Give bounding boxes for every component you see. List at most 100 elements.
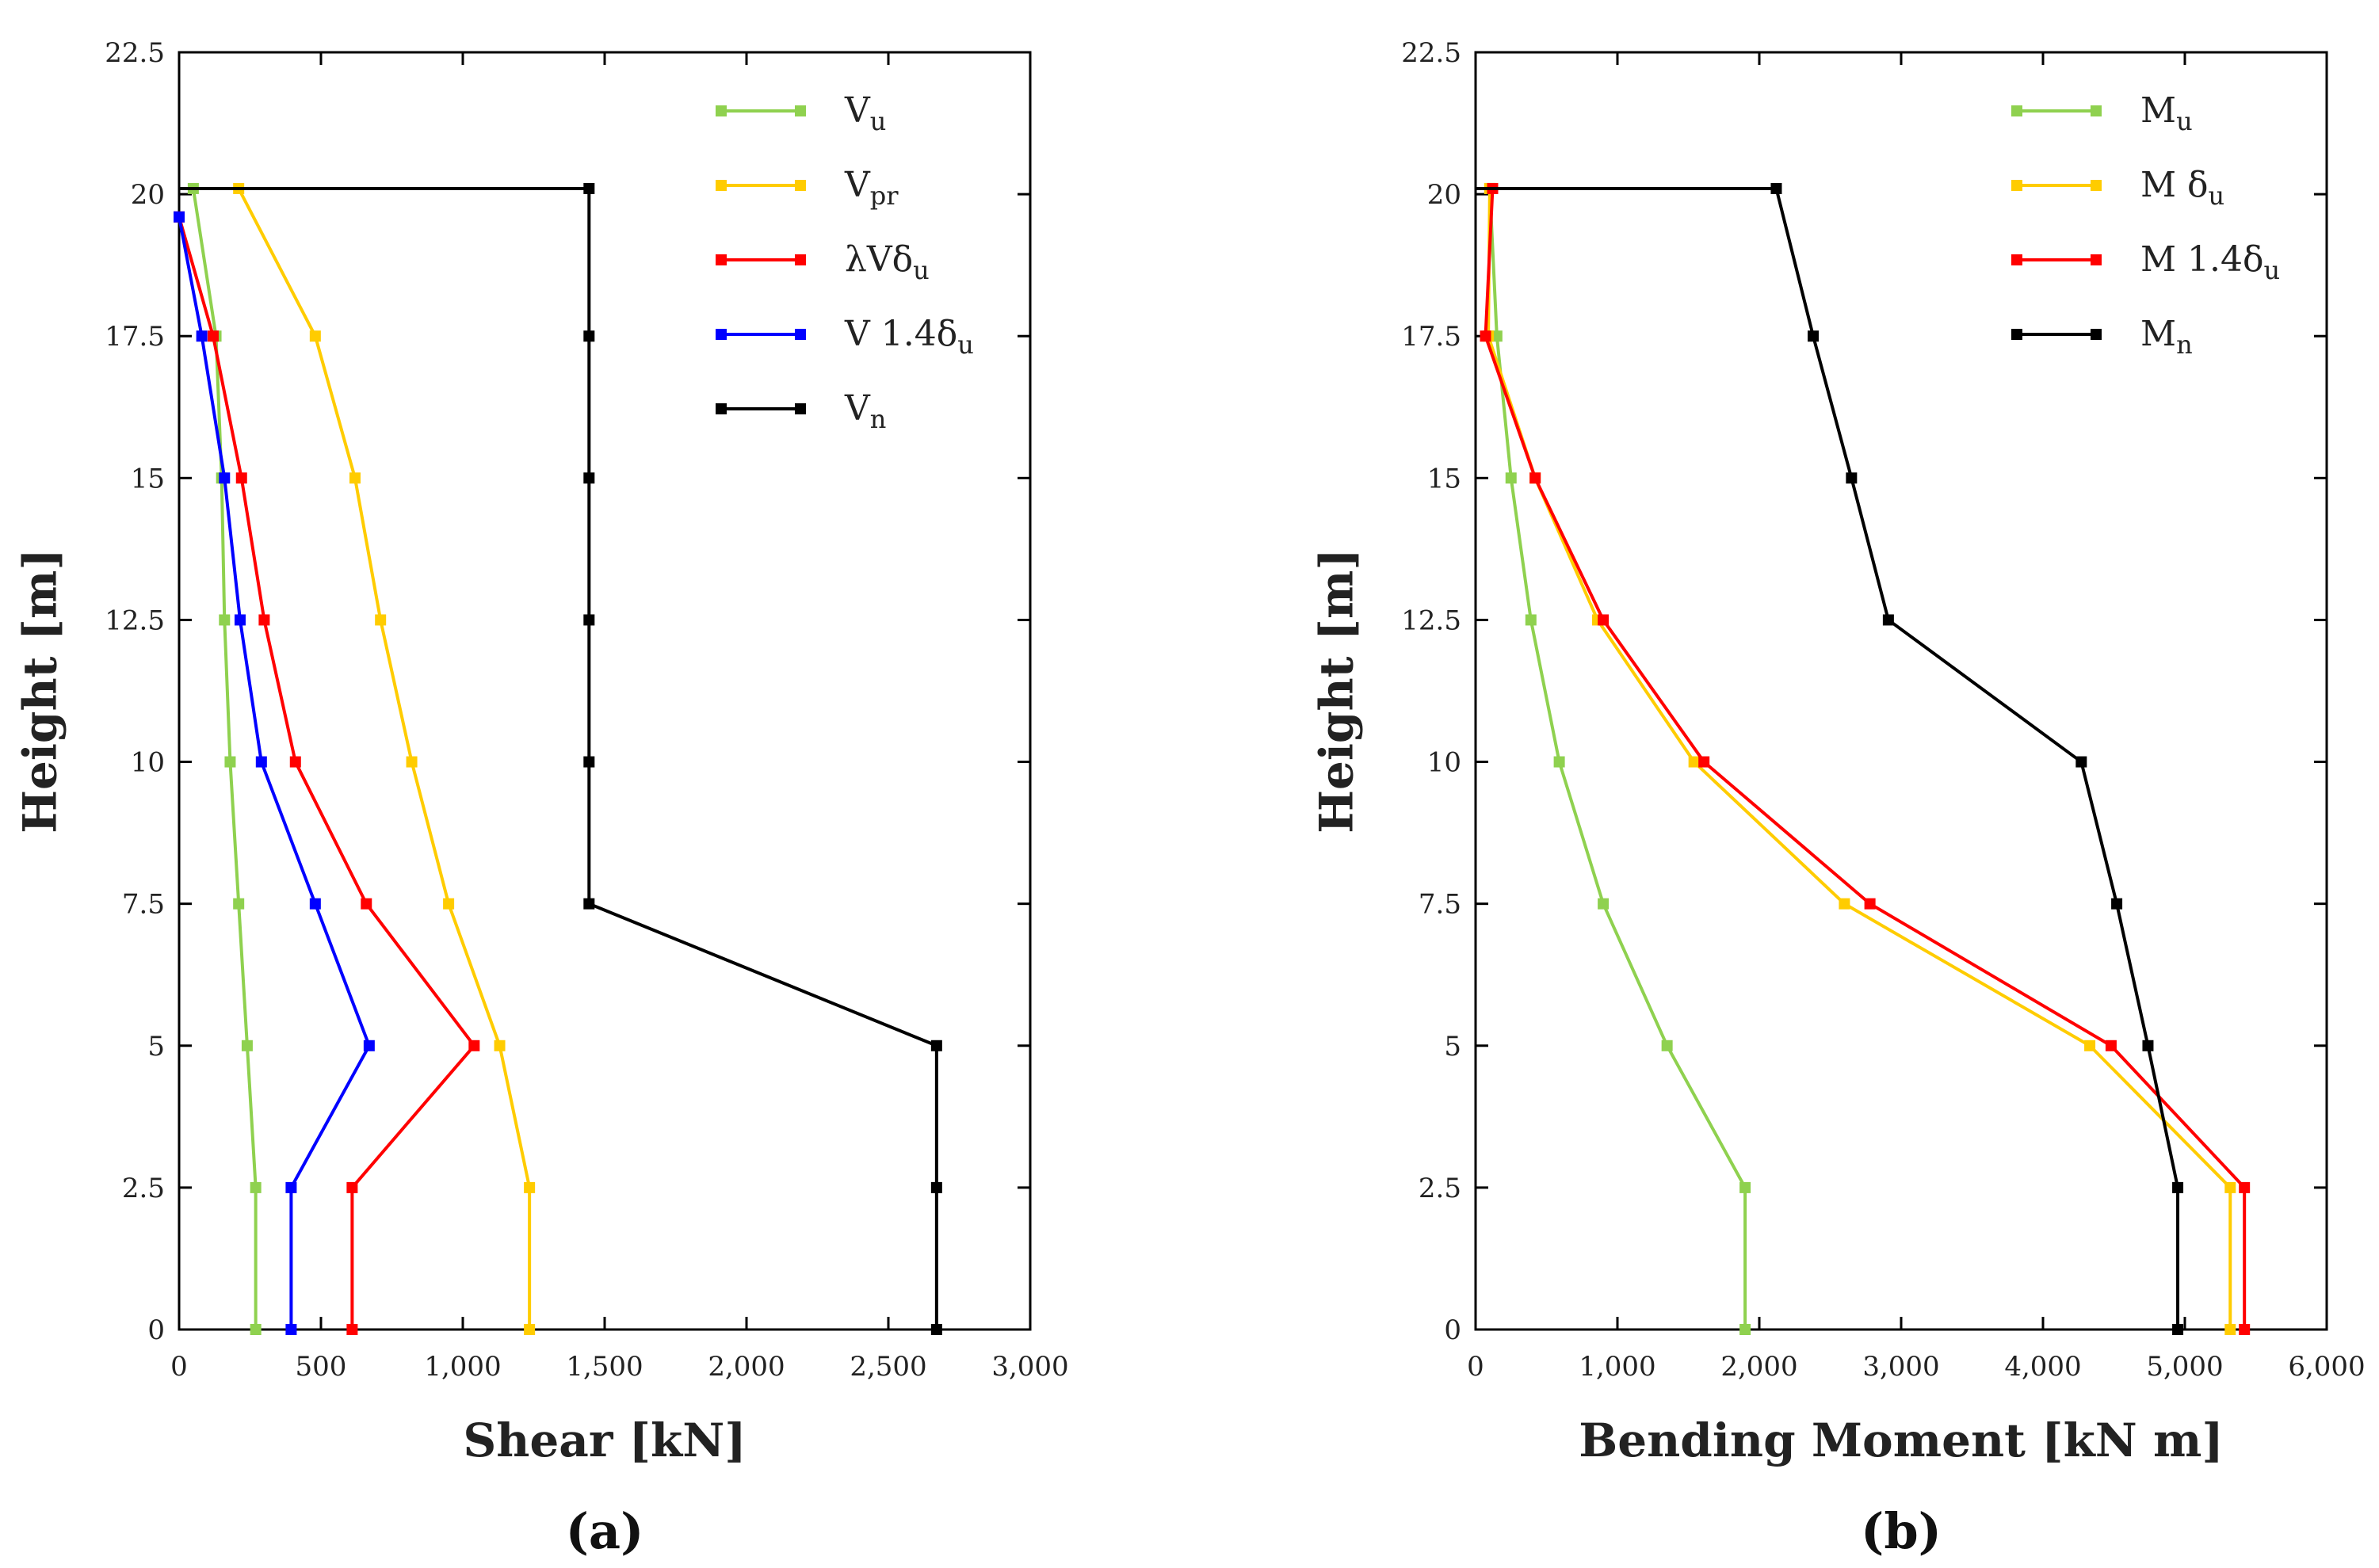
- y-tick-label: 12.5: [1401, 605, 1461, 636]
- data-point: [583, 330, 595, 342]
- series-M-1.4δu: [1480, 182, 2251, 1335]
- data-point: [2084, 1040, 2096, 1051]
- legend: Mu M δu M 1.4δu Mn: [2011, 90, 2280, 360]
- chart-panel-a: 0 500 1,000 1,500 2,000 2,500 3,000 0 2.5 5 7.5 10 1…: [13, 37, 1068, 1560]
- y-tick-label: 2.5: [1419, 1173, 1461, 1204]
- series-line: [1774, 188, 2180, 1330]
- x-tick-label: 0: [170, 1351, 188, 1383]
- y-tick-label: 22.5: [1401, 37, 1461, 69]
- data-point: [1882, 614, 1894, 626]
- data-point: [285, 1324, 297, 1335]
- x-tick-label: 1,000: [1579, 1351, 1655, 1383]
- panel-label: (b): [1861, 1502, 1942, 1560]
- data-point: [1598, 614, 1610, 626]
- series-Mn: [1476, 182, 2184, 1335]
- x-tick-label: 5,000: [2146, 1351, 2223, 1383]
- data-point: [207, 330, 219, 342]
- legend-marker: [2011, 329, 2022, 340]
- legend-marker: [2011, 254, 2022, 265]
- data-point: [1598, 898, 1610, 910]
- data-point: [583, 614, 595, 626]
- legend-marker: [716, 403, 727, 414]
- legend-marker: [716, 180, 727, 191]
- legend-marker: [716, 105, 727, 116]
- x-tick-label: 3,000: [1862, 1351, 1939, 1383]
- legend-marker: [2011, 105, 2022, 116]
- data-point: [524, 1181, 536, 1193]
- y-tick-label: 7.5: [1419, 889, 1461, 921]
- legend-entry-label: λVδu: [845, 239, 930, 285]
- legend-marker: [2091, 254, 2102, 265]
- data-point: [174, 211, 185, 223]
- legend-marker: [795, 105, 806, 116]
- y-tick-label: 5: [147, 1031, 165, 1063]
- data-point: [1770, 182, 1782, 194]
- data-point: [250, 1324, 262, 1335]
- data-point: [1480, 330, 1491, 342]
- panel-label: (a): [566, 1502, 644, 1560]
- legend-marker: [2091, 105, 2102, 116]
- data-point: [285, 1181, 297, 1193]
- legend-entry-label: Vn: [844, 388, 886, 434]
- legend-marker: [716, 329, 727, 340]
- legend-entry-label: Vpr: [844, 165, 899, 211]
- y-tick-label: 5: [1444, 1031, 1461, 1063]
- series-line: [587, 188, 938, 1330]
- data-point: [1553, 756, 1565, 768]
- y-tick-label: 20: [131, 179, 165, 211]
- data-point: [309, 898, 321, 910]
- x-axis-label: Bending Moment [kN m]: [1579, 1413, 2224, 1467]
- x-tick-label: 2,500: [850, 1351, 926, 1383]
- data-point: [233, 898, 245, 910]
- y-tick-label: 20: [1427, 179, 1461, 211]
- series-line: [1484, 188, 2247, 1330]
- data-point: [583, 898, 595, 910]
- data-point: [2224, 1324, 2236, 1335]
- data-point: [1688, 756, 1700, 768]
- series-Vpr: [233, 182, 536, 1335]
- data-point: [2172, 1324, 2184, 1335]
- data-point: [349, 472, 361, 484]
- legend-marker: [795, 403, 806, 414]
- data-point: [2105, 1040, 2117, 1051]
- y-tick-label: 0: [1444, 1314, 1461, 1346]
- x-tick-label: 4,000: [2004, 1351, 2081, 1383]
- data-point: [235, 472, 247, 484]
- series-M-δu: [1483, 182, 2236, 1335]
- series-V-1.4δu: [174, 211, 375, 1335]
- data-point: [346, 1181, 358, 1193]
- data-point: [443, 898, 455, 910]
- data-point: [1839, 898, 1850, 910]
- data-point: [250, 1181, 262, 1193]
- x-tick-label: 6,000: [2288, 1351, 2365, 1383]
- y-tick-label: 17.5: [1401, 321, 1461, 353]
- legend-marker: [795, 329, 806, 340]
- legend-marker: [2091, 329, 2102, 340]
- y-axis-label: Height [m]: [1309, 548, 1363, 834]
- series-Mu: [1484, 182, 1751, 1335]
- data-point: [2111, 898, 2123, 910]
- y-tick-label: 12.5: [105, 605, 165, 636]
- series-line: [178, 216, 371, 1330]
- data-point: [1846, 472, 1858, 484]
- data-point: [930, 1181, 942, 1193]
- data-point: [930, 1324, 942, 1335]
- legend-marker: [795, 180, 806, 191]
- series-line: [191, 188, 258, 1330]
- data-point: [583, 182, 595, 194]
- series-line: [178, 216, 476, 1330]
- data-point: [289, 756, 301, 768]
- y-tick-label: 15: [131, 463, 165, 494]
- legend-marker: [716, 254, 727, 265]
- data-point: [234, 614, 246, 626]
- series-Vu: [187, 182, 262, 1335]
- y-tick-label: 2.5: [122, 1173, 165, 1204]
- legend-entry-label: M δu: [2140, 165, 2224, 211]
- legend: Vu Vpr λVδu V 1.4δu Vn: [716, 90, 974, 434]
- y-tick-label: 0: [147, 1314, 165, 1346]
- x-axis-label: Shear [kN]: [463, 1413, 746, 1467]
- data-point: [258, 614, 270, 626]
- data-point: [1529, 472, 1541, 484]
- data-point: [309, 330, 321, 342]
- data-point: [255, 756, 267, 768]
